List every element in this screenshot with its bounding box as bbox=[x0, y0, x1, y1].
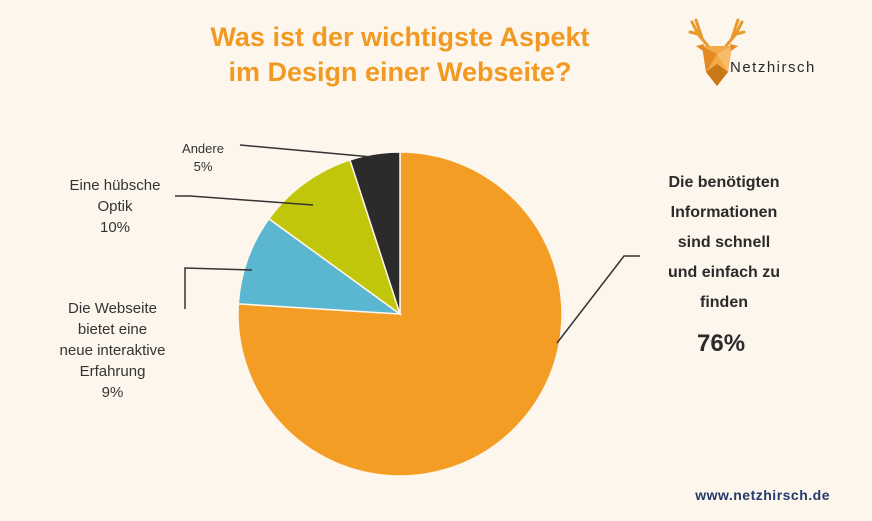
slice-label-informationen-line-3: sind schnell bbox=[677, 234, 771, 251]
website-url[interactable]: www.netzhirsch.de bbox=[695, 487, 830, 503]
slice-pct-andere: 5% bbox=[193, 159, 213, 174]
slice-label-webseite: Die Webseite bietet eine neue interaktiv… bbox=[40, 298, 185, 403]
slice-label-informationen-line-2: Informationen bbox=[670, 204, 778, 221]
slice-pct-webseite: 9% bbox=[101, 384, 124, 401]
slice-label-informationen: Die benötigten Informationen sind schnel… bbox=[640, 168, 808, 318]
slice-label-informationen-line-5: finden bbox=[700, 294, 748, 311]
slice-optik bbox=[267, 158, 402, 316]
slice-label-andere: Andere 5% bbox=[168, 140, 238, 176]
chart-title-line-2: im Design einer Webseite? bbox=[228, 57, 572, 87]
slice-label-webseite-line-2: bietet eine bbox=[77, 321, 148, 338]
slice-label-webseite-line-4: Erfahrung bbox=[79, 363, 146, 380]
chart-title: Was ist der wichtigste Aspekt im Design … bbox=[160, 20, 640, 90]
leader-line-informationen bbox=[556, 255, 640, 344]
slice-webseite bbox=[237, 217, 403, 315]
chart-title-line-1: Was ist der wichtigste Aspekt bbox=[210, 22, 590, 52]
slice-label-webseite-line-1: Die Webseite bbox=[68, 300, 157, 317]
slice-label-informationen-line-1: Die benötigten bbox=[668, 174, 780, 191]
deer-head-icon bbox=[688, 18, 746, 86]
slice-label-informationen-line-4: und einfach zu bbox=[668, 264, 780, 281]
slice-label-andere-line: Andere bbox=[182, 141, 224, 156]
leader-line-andere bbox=[239, 144, 373, 158]
leader-line-optik bbox=[175, 195, 314, 206]
slice-pct-optik: 10% bbox=[99, 219, 131, 236]
slice-label-optik-line-2: Optik bbox=[97, 198, 133, 215]
slice-pct-informationen: 76% bbox=[697, 330, 746, 357]
slice-label-webseite-line-3: neue interaktive bbox=[59, 342, 166, 359]
logo-text: Netzhirsch bbox=[730, 59, 816, 76]
slice-andere bbox=[348, 151, 401, 315]
slice-label-optik: Eine hübsche Optik 10% bbox=[45, 175, 185, 238]
leader-line-webseite bbox=[184, 267, 253, 309]
slice-label-optik-line-1: Eine hübsche bbox=[69, 177, 161, 194]
